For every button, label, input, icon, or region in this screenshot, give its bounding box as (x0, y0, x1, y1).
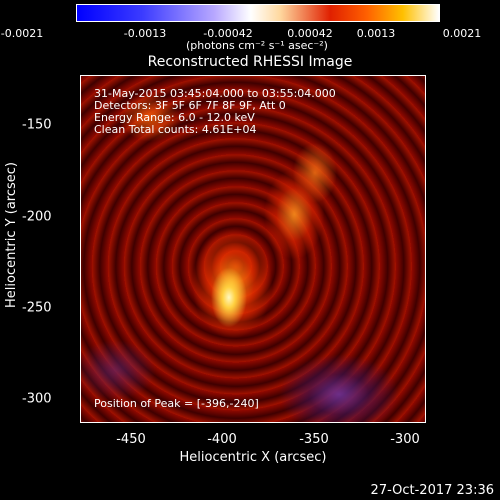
x-tick-label: -450 (116, 432, 146, 447)
info-line-time: 31-May-2015 03:45:04.000 to 03:55:04.000 (94, 87, 336, 100)
info-line-clean: Clean Total counts: 4.61E+04 (94, 123, 257, 136)
y-axis-label: Heliocentric Y (arcsec) (4, 162, 19, 308)
colorbar-tick-label: -0.0013 (123, 27, 167, 40)
x-axis-label: Heliocentric X (arcsec) (179, 450, 327, 465)
x-tick-label: -350 (299, 432, 329, 447)
info-line-detectors: Detectors: 3F 5F 6F 7F 8F 9F, Att 0 (94, 99, 286, 112)
y-tick-label: -150 (22, 117, 52, 133)
y-tick-label: -250 (22, 300, 52, 316)
colorbar-tick-label: 0.0013 (356, 27, 396, 40)
colorbar-tick-label: -0.00042 (203, 27, 253, 40)
rhessi-image (80, 75, 426, 423)
y-tick-label: -200 (22, 209, 52, 225)
info-line-energy: Energy Range: 6.0 - 12.0 keV (94, 111, 255, 124)
y-tick-label: -300 (22, 391, 52, 407)
colorbar-tick-label: 0.00042 (287, 27, 333, 40)
colorbar-unit-label: (photons cm⁻² s⁻¹ asec⁻²) (186, 39, 328, 52)
colorbar (76, 4, 440, 22)
timestamp: 27-Oct-2017 23:36 (370, 483, 494, 498)
x-tick-label: -400 (207, 432, 237, 447)
plot-title: Reconstructed RHESSI Image (147, 54, 353, 70)
colorbar-tick-label: -0.0021 (0, 27, 44, 40)
colorbar-tick-label: 0.0021 (442, 27, 482, 40)
peak-position-label: Position of Peak = [-396,-240] (94, 397, 259, 410)
x-tick-label: -300 (390, 432, 420, 447)
